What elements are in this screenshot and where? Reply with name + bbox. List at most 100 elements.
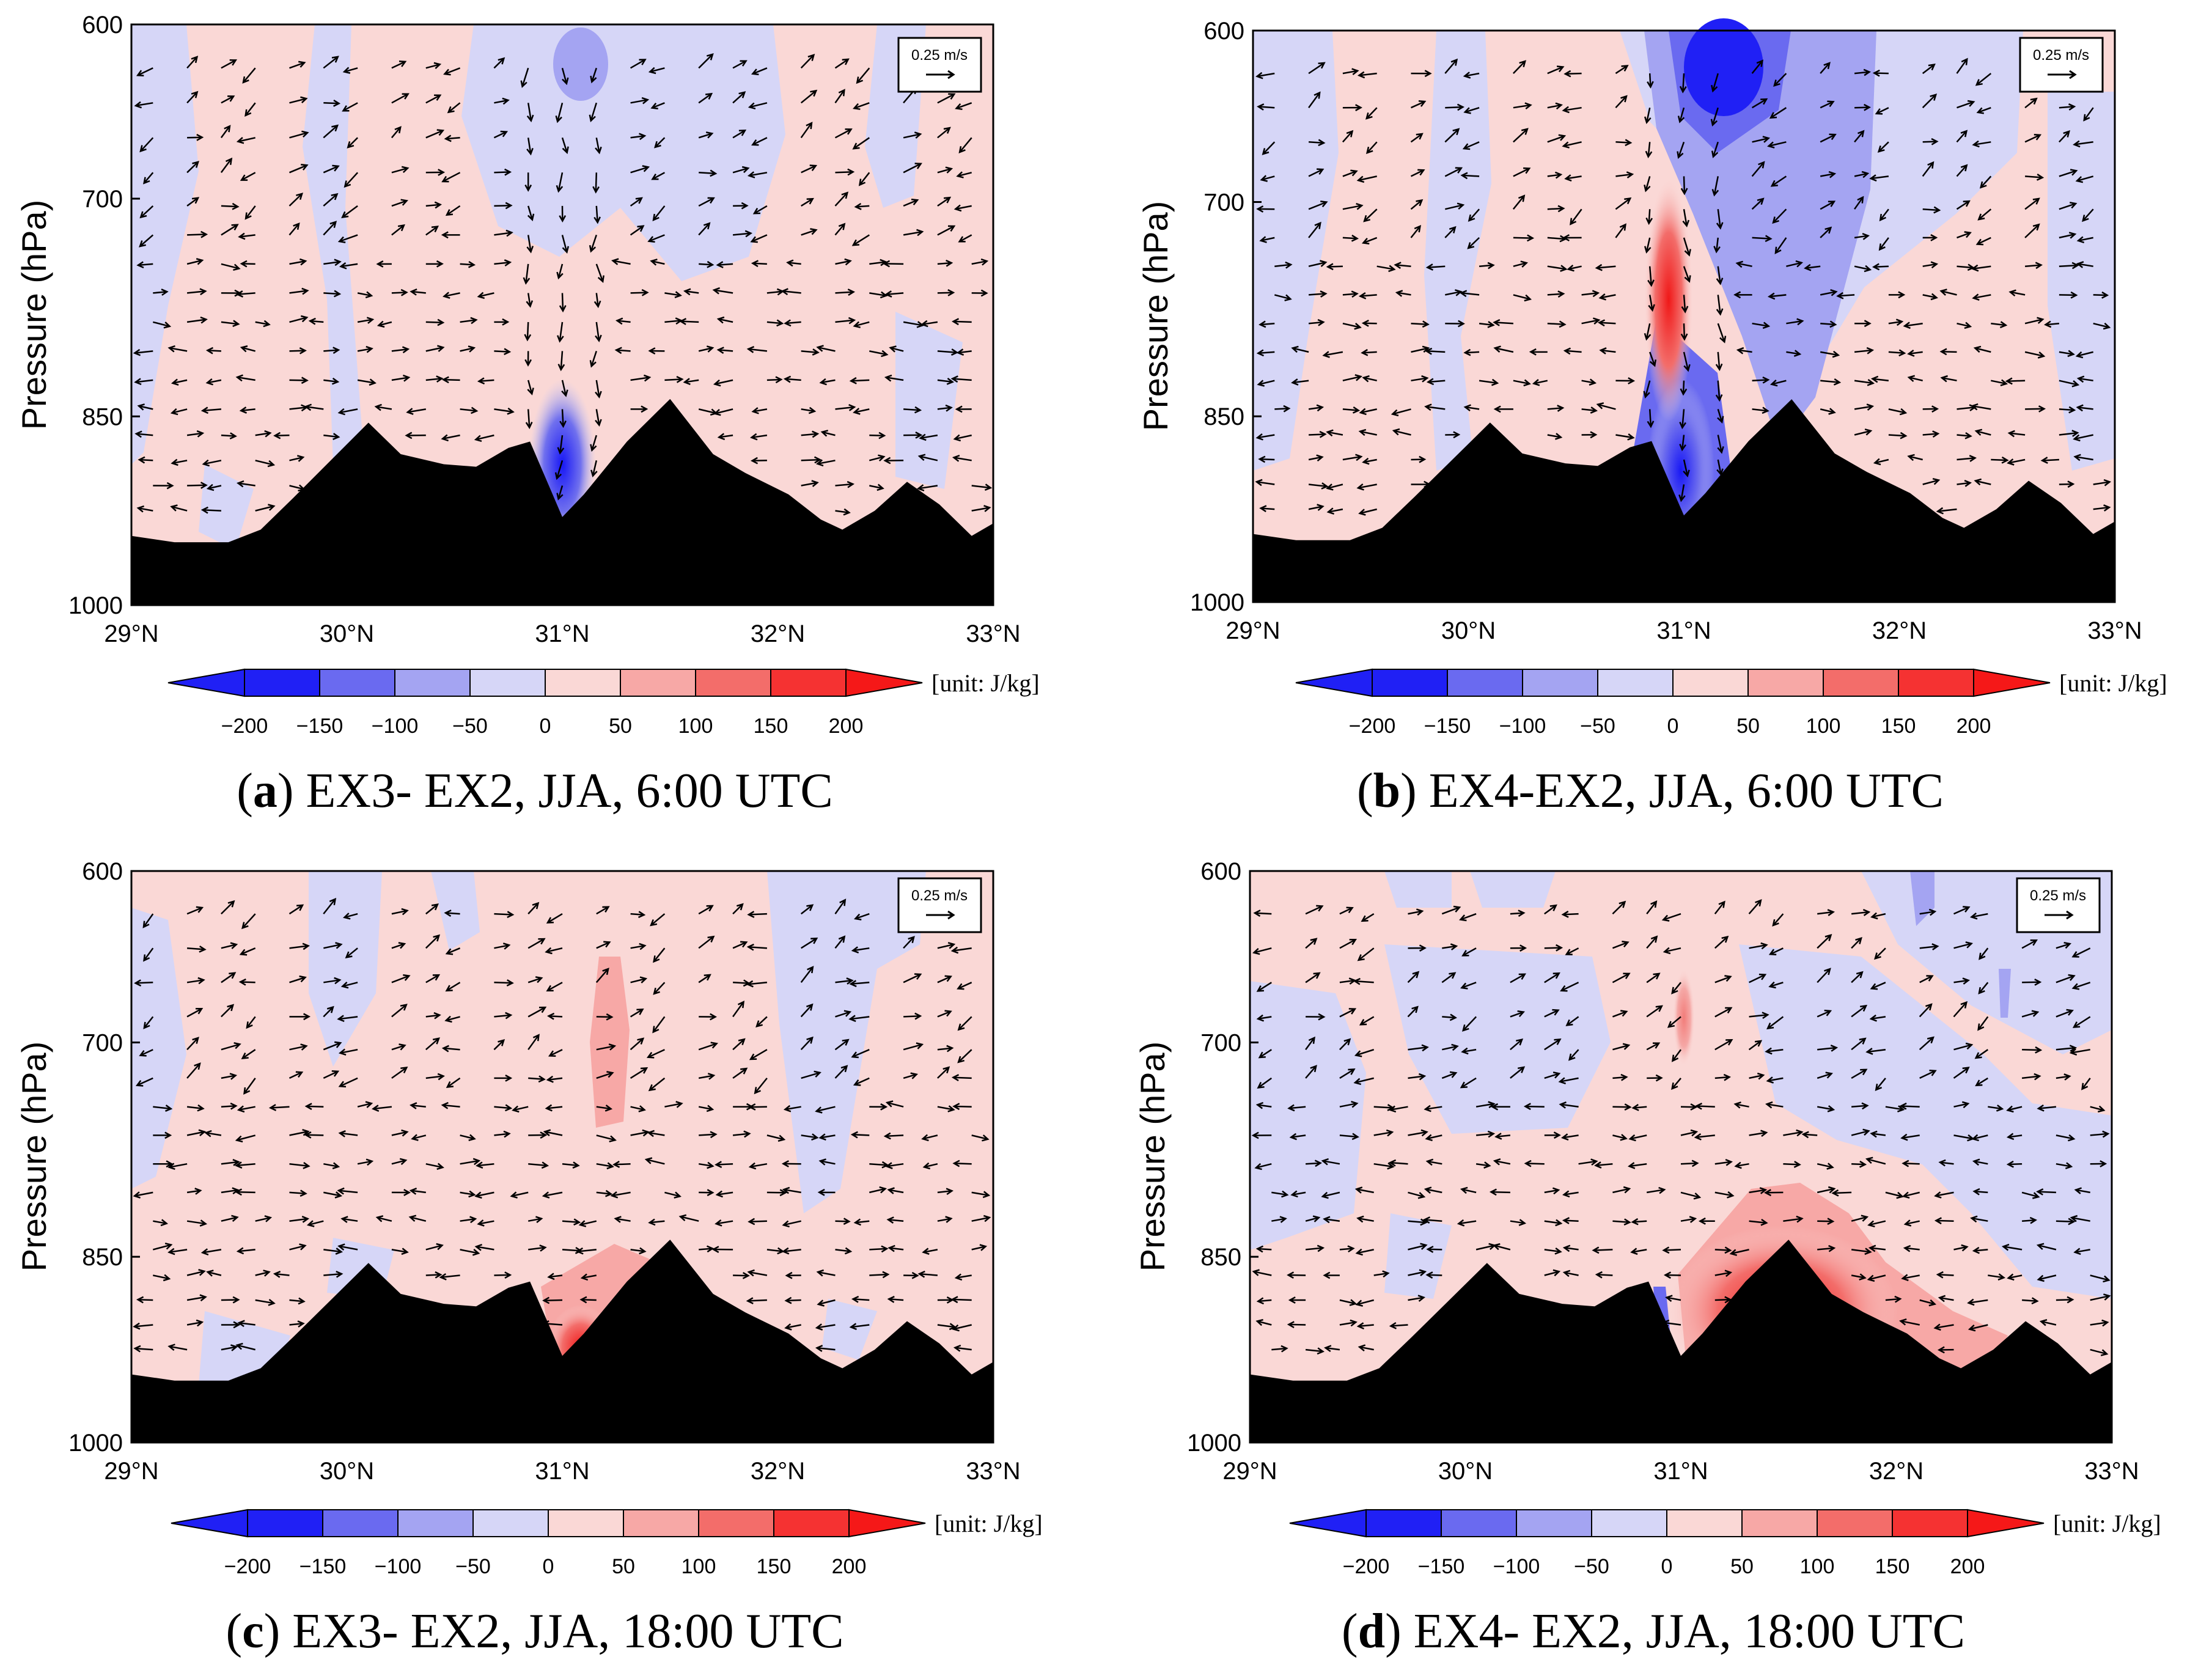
wind-vector bbox=[1612, 1134, 1628, 1141]
wind-vector bbox=[1817, 1163, 1834, 1170]
wind-vector bbox=[1677, 141, 1685, 159]
wind-vector bbox=[1513, 294, 1532, 302]
wind-vector bbox=[1308, 318, 1325, 326]
wind-vector bbox=[835, 508, 851, 516]
wind-vector bbox=[234, 1188, 255, 1196]
wind-vector bbox=[1768, 947, 1784, 956]
wind-vector bbox=[698, 92, 713, 104]
wind-vector bbox=[1342, 406, 1361, 414]
wind-vector bbox=[391, 374, 411, 382]
y-tick-label: 600 bbox=[1200, 858, 1241, 885]
wind-vector bbox=[391, 1066, 408, 1079]
wind-vector bbox=[1408, 1295, 1425, 1302]
wind-vector bbox=[1361, 348, 1377, 356]
wind-vector bbox=[1972, 1158, 1988, 1166]
wind-vector bbox=[716, 347, 733, 354]
wind-vector bbox=[337, 1187, 358, 1195]
wind-vector bbox=[834, 1038, 850, 1051]
wind-vector bbox=[1394, 262, 1411, 269]
wind-vector bbox=[958, 234, 972, 243]
wind-vector bbox=[652, 205, 666, 221]
wind-vector bbox=[1308, 482, 1329, 490]
colorbar-level-label: −150 bbox=[1418, 1555, 1465, 1578]
colorbar-level-label: 100 bbox=[1800, 1555, 1835, 1578]
wind-vector bbox=[524, 322, 532, 342]
wind-vector bbox=[1976, 107, 1991, 114]
wind-vector bbox=[715, 1161, 733, 1169]
wind-vector bbox=[1559, 1101, 1579, 1109]
wind-vector bbox=[887, 1187, 904, 1194]
wind-vector bbox=[834, 935, 846, 949]
wind-vector bbox=[559, 409, 567, 428]
wind-vector bbox=[1772, 208, 1787, 224]
wind-vector bbox=[746, 1297, 767, 1304]
wind-vector bbox=[221, 1215, 239, 1222]
wind-vector bbox=[698, 974, 711, 983]
wind-vector bbox=[1357, 947, 1375, 961]
wind-vector bbox=[1510, 910, 1526, 917]
wind-vector bbox=[715, 1190, 733, 1198]
wind-vector bbox=[2007, 1273, 2023, 1281]
wind-vector bbox=[853, 408, 870, 415]
wind-vector bbox=[1323, 1216, 1340, 1224]
wind-vector bbox=[425, 318, 445, 326]
wind-vector bbox=[357, 291, 373, 298]
wind-vector bbox=[596, 1013, 614, 1021]
colorbar-level-label: −100 bbox=[372, 715, 419, 738]
wind-vector bbox=[1774, 237, 1787, 254]
wind-vector bbox=[1899, 1102, 1920, 1110]
wind-vector bbox=[542, 1191, 563, 1199]
wind-vector bbox=[903, 163, 922, 174]
wind-vector bbox=[2059, 103, 2076, 111]
wind-vector bbox=[595, 322, 602, 342]
wind-vector bbox=[971, 1191, 991, 1199]
wind-vector bbox=[885, 1162, 904, 1169]
colorbar-segment bbox=[1597, 669, 1674, 697]
wind-vector bbox=[1425, 1271, 1442, 1279]
wind-vector bbox=[1953, 1067, 1970, 1079]
wind-vector bbox=[237, 1320, 255, 1328]
wind-vector bbox=[1752, 235, 1773, 243]
wind-vector bbox=[557, 322, 564, 343]
wind-vector bbox=[1751, 161, 1765, 177]
wind-vector bbox=[1671, 982, 1681, 994]
wind-vector bbox=[2093, 322, 2111, 330]
wind-vector bbox=[2006, 1105, 2023, 1113]
wind-vector bbox=[139, 137, 154, 153]
wind-vector bbox=[1475, 1130, 1496, 1138]
wind-vector bbox=[1479, 262, 1495, 270]
wind-vector bbox=[1339, 1008, 1357, 1018]
wind-vector bbox=[711, 1246, 733, 1253]
wind-vector bbox=[1903, 1219, 1920, 1227]
colorbar-level-label: 50 bbox=[1730, 1555, 1754, 1578]
wind-vector bbox=[1355, 1248, 1374, 1256]
wind-vector bbox=[2024, 133, 2042, 143]
wind-vector bbox=[750, 457, 767, 465]
wind-vector bbox=[1903, 1244, 1920, 1252]
wind-vector bbox=[1544, 1131, 1561, 1139]
wind-vector bbox=[950, 946, 972, 954]
wind-vector bbox=[1362, 457, 1377, 465]
wind-vector bbox=[1714, 935, 1729, 949]
colorbar-segment bbox=[247, 1509, 323, 1537]
wind-vector bbox=[698, 905, 714, 915]
wind-vector bbox=[885, 1100, 904, 1108]
wind-vector bbox=[1767, 141, 1787, 149]
wind-vector bbox=[952, 1160, 972, 1167]
wind-vector bbox=[1359, 408, 1377, 416]
wind-vector bbox=[441, 231, 460, 239]
wind-vector bbox=[425, 345, 445, 352]
wind-vector bbox=[952, 1324, 972, 1332]
wind-vector bbox=[1820, 408, 1836, 415]
wind-vector bbox=[2006, 1160, 2023, 1168]
wind-vector bbox=[1408, 1269, 1427, 1276]
wind-vector bbox=[1475, 1101, 1496, 1109]
wind-vector bbox=[557, 435, 565, 455]
wind-vector bbox=[858, 172, 870, 186]
wind-vector bbox=[494, 318, 510, 326]
wind-vector bbox=[1326, 263, 1343, 271]
wind-vector bbox=[1979, 947, 1989, 960]
wind-vector bbox=[1342, 322, 1362, 330]
wind-vector bbox=[1251, 1131, 1272, 1139]
